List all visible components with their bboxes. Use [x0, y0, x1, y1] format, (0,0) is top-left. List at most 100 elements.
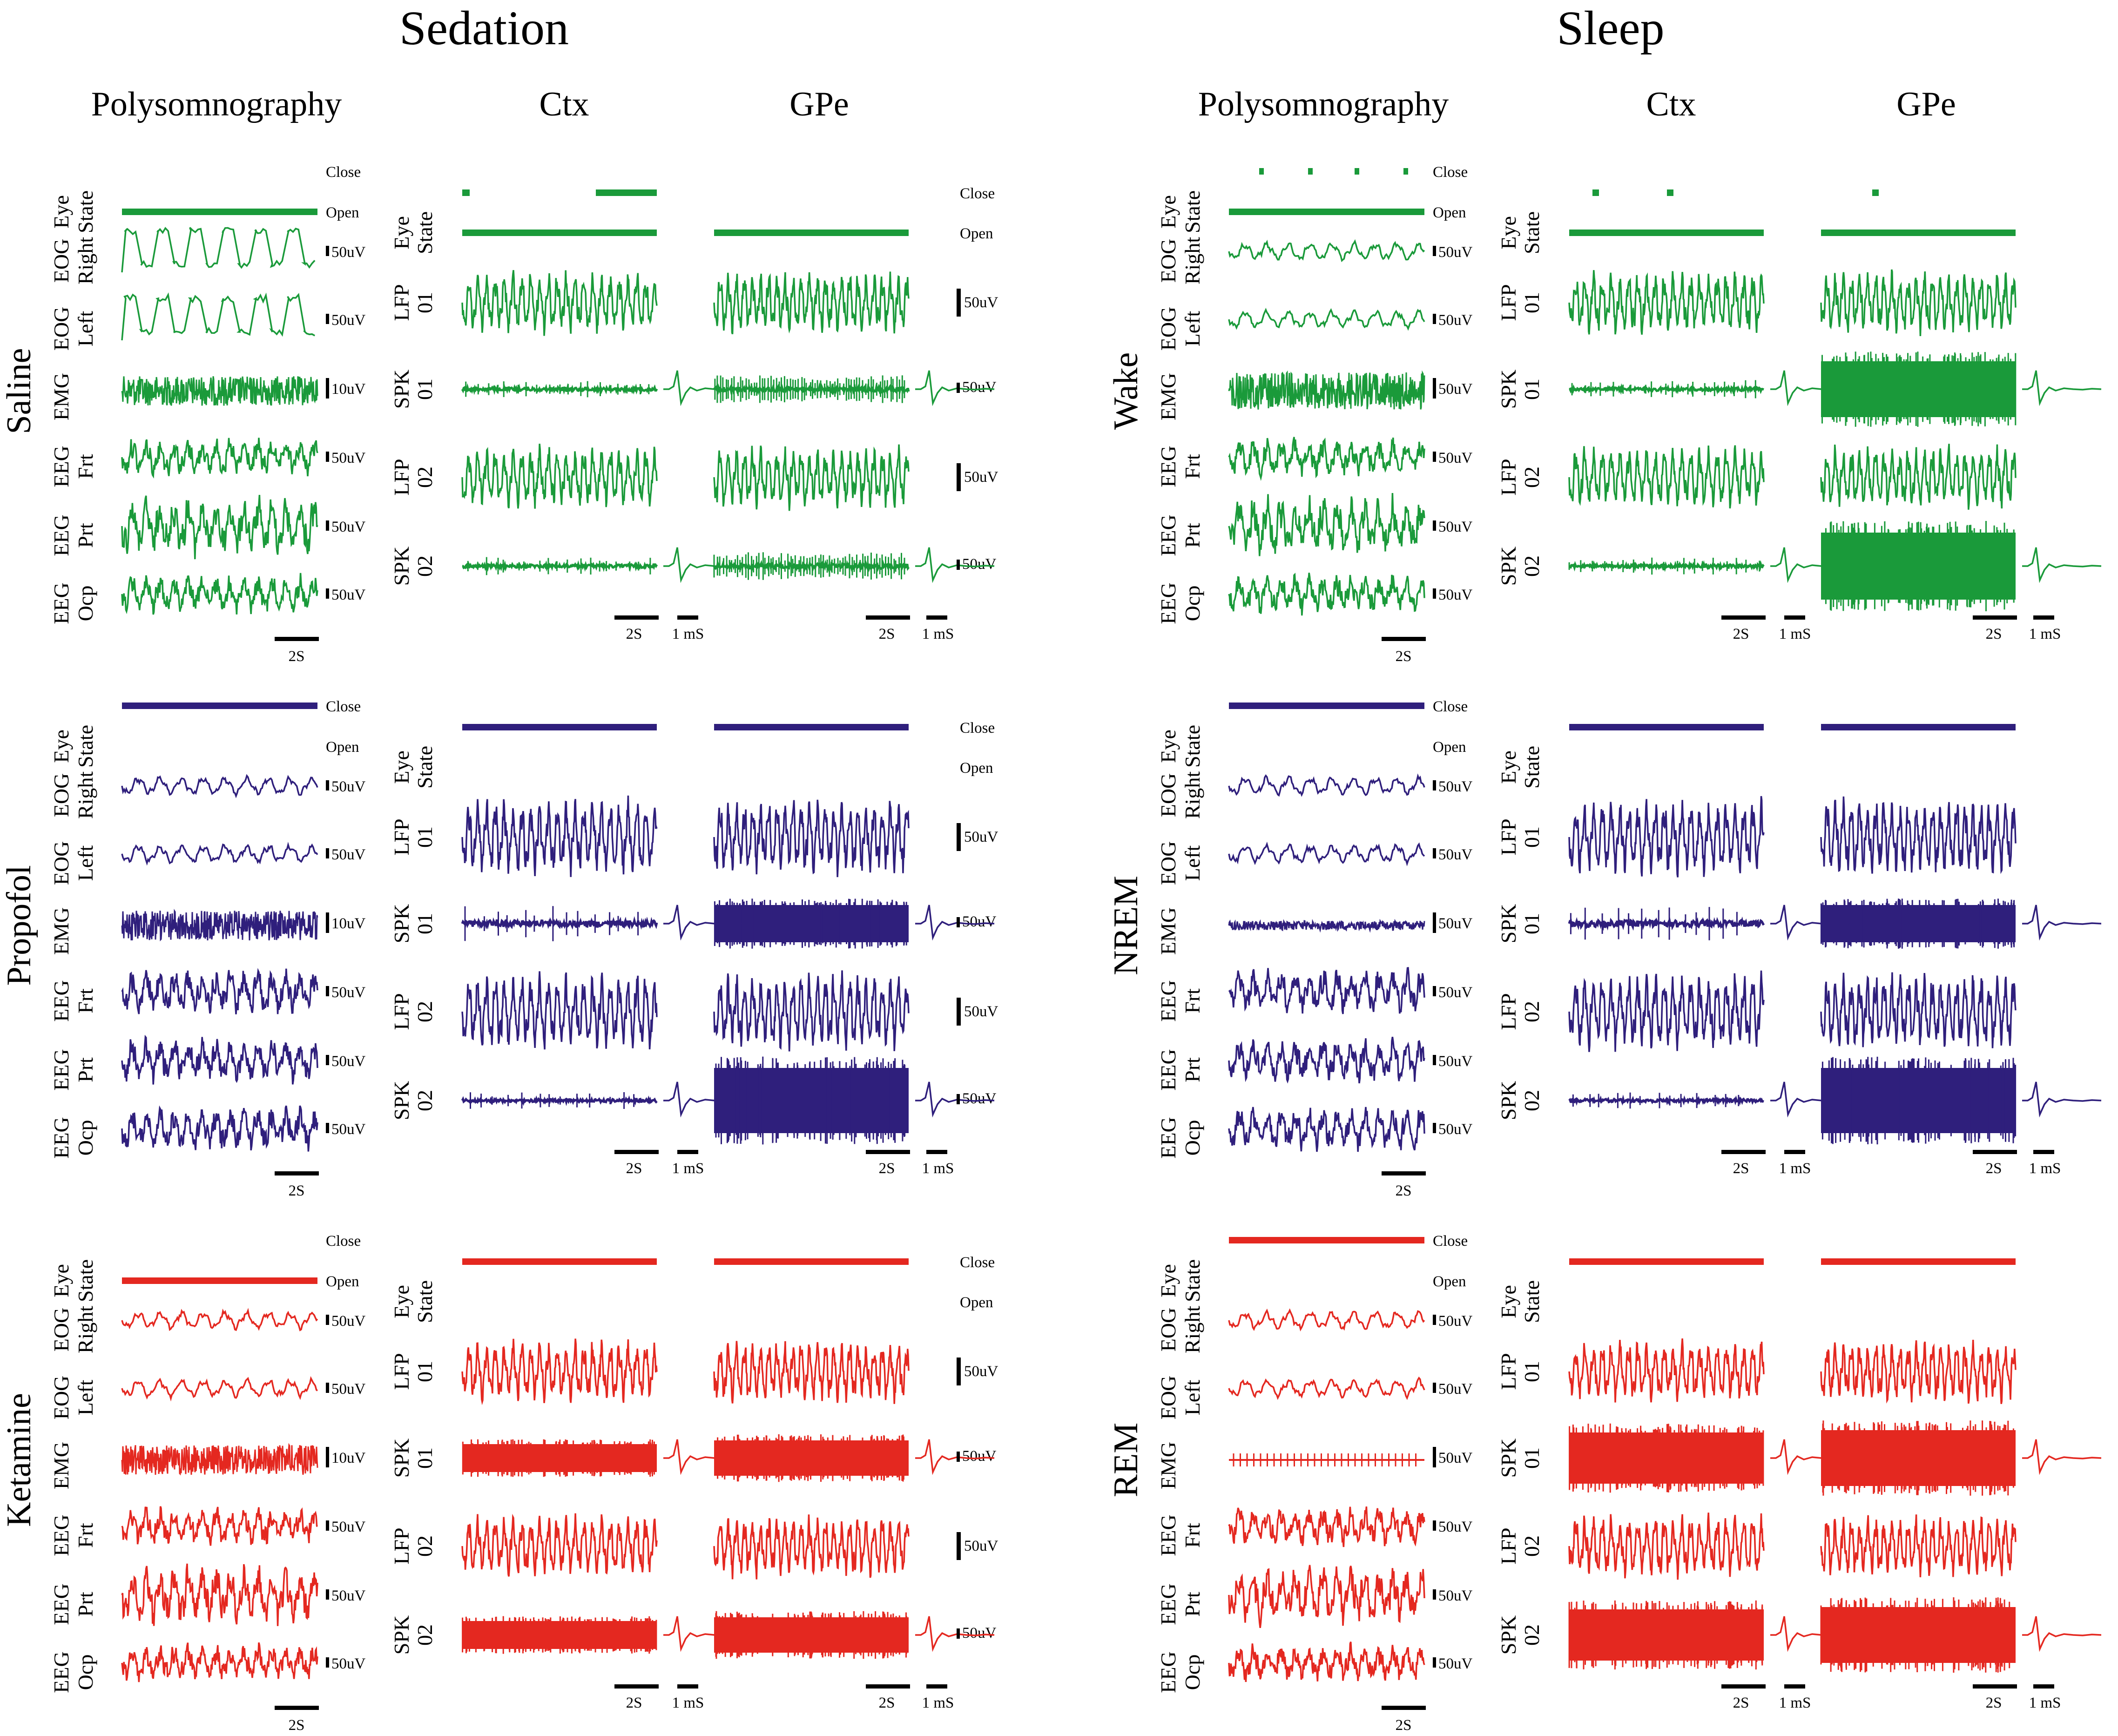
scale-bar: [957, 289, 961, 317]
eye-state-bar-gpe: [1821, 1258, 2016, 1265]
neural-channel-sublabel: 01: [413, 913, 437, 934]
eeg-trace: [121, 494, 318, 560]
time-scale-bar: [275, 1706, 319, 1710]
neural-channel-sublabel-group: 02: [413, 466, 437, 488]
psg-channel-label-group: EEG: [1156, 446, 1180, 487]
spike-waveform-gpe: [915, 1439, 995, 1475]
waveform-scale-bar-ctx: [1784, 615, 1805, 620]
eye-blink-mark: [1259, 168, 1264, 175]
eog-trace: [1228, 308, 1425, 331]
eye-state-bar-ctx: [462, 724, 657, 730]
neural-channel-sublabel-group: 01: [413, 378, 437, 400]
neural-channel-label: Eye: [390, 1285, 413, 1318]
lfp-trace-ctx: [461, 444, 658, 509]
neural-channel-label-group: SPK: [1497, 547, 1520, 586]
psg-channel-label: EOG: [1156, 773, 1180, 817]
spk-trace-ctx: [467, 557, 651, 575]
psg-channel-sublabel-group: State: [1180, 190, 1204, 233]
spike-waveform-gpe: [2022, 547, 2102, 583]
neural-channel-sublabel: State: [413, 746, 437, 789]
scale-bar: [1433, 1055, 1436, 1065]
psg-channel-label-group: Eye: [1156, 730, 1180, 763]
neural-channel-label-group: Eye: [390, 216, 413, 250]
column-header-gpe: GPe: [1896, 85, 1956, 123]
spk-trace-ctx-edge: [1569, 1423, 1764, 1493]
scale-bar: [1433, 912, 1436, 933]
eeg-trace: [1228, 1107, 1425, 1152]
time-scale-label: 2S: [1986, 1160, 2002, 1177]
eye-state-bar: [1229, 703, 1424, 709]
spike-waveform-gpe: [2022, 905, 2102, 941]
neural-channel-sublabel-group: 01: [1520, 826, 1544, 848]
scale-bar: [957, 917, 960, 927]
psg-channel-label-group: EEG: [1156, 1049, 1180, 1090]
psg-channel-sublabel: Prt: [1180, 523, 1204, 548]
waveform-scale-label: 1 mS: [1779, 626, 1811, 642]
neural-channel-label: SPK: [1497, 1439, 1520, 1478]
lfp-trace-ctx: [461, 270, 658, 336]
psg-channel-label-group: EOG: [49, 1376, 73, 1420]
time-scale-bar-gpe: [1973, 1150, 2017, 1154]
psg-channel-sublabel: Frt: [1180, 1523, 1204, 1548]
neural-channel-label: LFP: [1497, 993, 1520, 1030]
psg-channel-label-group: EOG: [1156, 307, 1180, 351]
scale-bar: [326, 1383, 329, 1393]
spike-waveform-gpe: [915, 547, 995, 583]
scale-bar: [326, 314, 329, 324]
time-scale-bar-ctx: [614, 1684, 659, 1689]
waveform-scale-label: 1 mS: [922, 626, 954, 642]
psg-channel-label-group: EOG: [1156, 841, 1180, 885]
psg-channel-sublabel: Left: [1180, 311, 1204, 346]
psg-channel-sublabel: Frt: [1180, 454, 1204, 479]
psg-channel-sublabel: Ocp: [1180, 586, 1204, 621]
spk-trace-ctx-base: [1568, 916, 1765, 931]
psg-channel-label-group: Eye: [49, 1264, 73, 1297]
row-label: REM: [1107, 1423, 1145, 1497]
lfp-trace-gpe: [713, 1514, 910, 1580]
eog-trace: [1228, 773, 1425, 797]
time-scale-label: 2S: [289, 1182, 305, 1199]
scale-label: 50uV: [331, 587, 366, 603]
lfp-trace-ctx: [461, 1338, 658, 1405]
psg-channel-label: EEG: [49, 1049, 73, 1090]
psg-channel-sublabel: Right: [1180, 1306, 1204, 1353]
psg-channel-label: EOG: [49, 773, 73, 817]
spk-trace-ctx-edge: [462, 1439, 655, 1477]
spike-waveform-ctx: [663, 370, 743, 406]
neural-channel-sublabel: 01: [413, 292, 437, 313]
neural-channel-sublabel-group: 02: [1520, 555, 1544, 577]
psg-channel-label-group: EMG: [1156, 907, 1180, 955]
eye-state-open-label: Open: [960, 225, 993, 242]
neural-channel-label: Eye: [1497, 750, 1520, 784]
psg-channel-label-group: EEG: [49, 1514, 73, 1556]
eye-blink-mark: [1308, 168, 1313, 175]
row-label: Propofol: [0, 865, 38, 986]
eye-state-open-label: Open: [1433, 1273, 1466, 1290]
scale-bar: [1433, 780, 1436, 790]
scale-bar: [326, 780, 329, 790]
neural-channel-label-group: SPK: [1497, 1615, 1520, 1655]
psg-channel-sublabel-group: Frt: [1180, 988, 1204, 1013]
psg-channel-sublabel: Frt: [74, 454, 97, 479]
eog-trace: [1228, 1308, 1425, 1331]
scale-label: 50uV: [962, 556, 997, 573]
eye-state-close-label: Close: [960, 720, 995, 736]
psg-channel-label: Eye: [1156, 195, 1180, 229]
spike-waveform-gpe: [2022, 370, 2102, 406]
neural-channel-label: SPK: [390, 370, 413, 409]
psg-channel-label: Eye: [1156, 1264, 1180, 1297]
psg-channel-label-group: EEG: [1156, 980, 1180, 1021]
neural-channel-label: SPK: [390, 904, 413, 943]
psg-channel-label: EEG: [1156, 1049, 1180, 1090]
psg-channel-sublabel: Right: [74, 237, 97, 284]
neural-channel-sublabel: 01: [413, 826, 437, 848]
column-header-gpe: GPe: [789, 85, 849, 123]
neural-channel-label-group: LFP: [390, 1353, 413, 1390]
psg-channel-label-group: EOG: [1156, 239, 1180, 283]
spike-waveform-gpe: [2022, 1616, 2102, 1652]
psg-channel-label-group: EMG: [49, 1442, 73, 1489]
psg-channel-label: EOG: [49, 307, 73, 351]
eeg-trace: [1228, 1565, 1425, 1628]
neural-channel-label: SPK: [1497, 904, 1520, 943]
neural-channel-label-group: LFP: [1497, 459, 1520, 495]
